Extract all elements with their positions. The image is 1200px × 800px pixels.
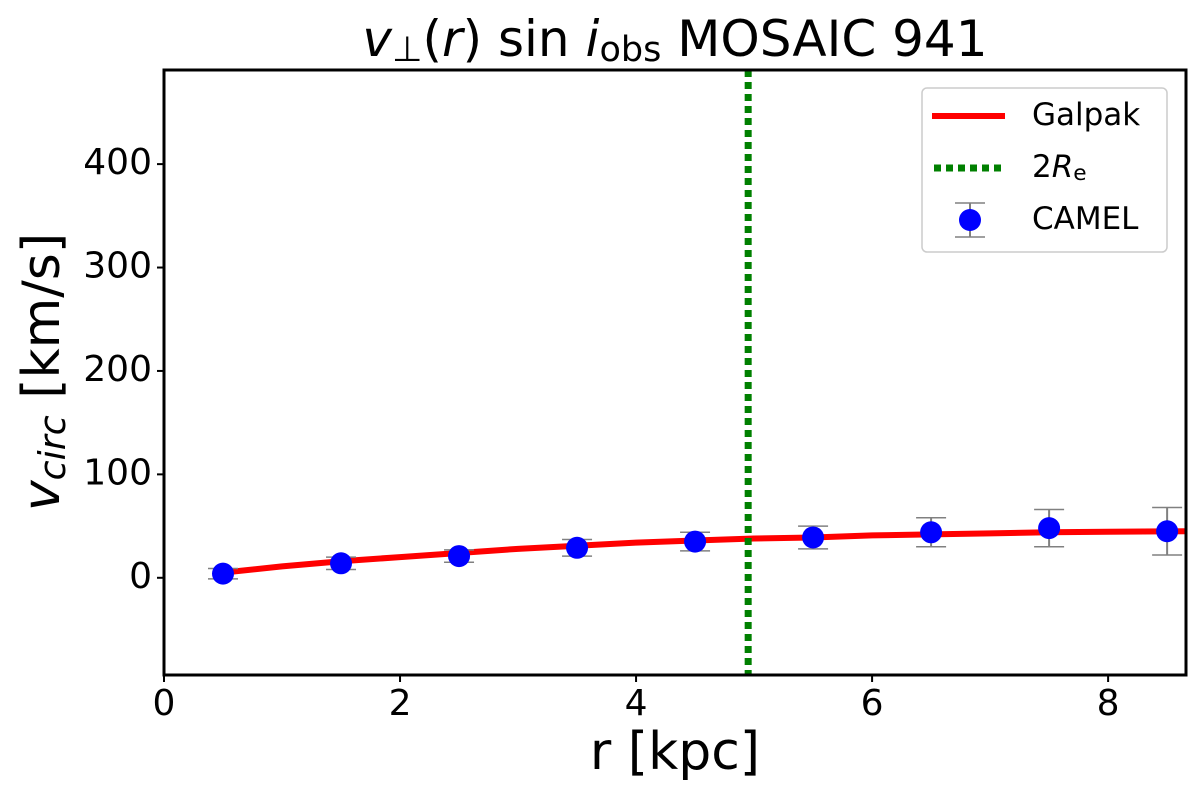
- data-point: [920, 521, 943, 544]
- y-tick-label: 200: [83, 349, 152, 390]
- text-part: circ: [31, 415, 74, 480]
- x-tick-label: 2: [389, 683, 412, 724]
- text-part: R: [1052, 149, 1074, 185]
- data-point: [1038, 517, 1061, 540]
- axes-frame: [162, 68, 1188, 677]
- y-tick-label: 100: [83, 452, 152, 493]
- x-tick-label: 8: [1097, 683, 1120, 724]
- text-part: ) sin: [463, 10, 586, 68]
- y-tick-label: 0: [129, 556, 152, 597]
- text-part: (: [423, 10, 443, 68]
- text-part: obs: [599, 30, 661, 70]
- x-tick-label: 0: [153, 683, 176, 724]
- x-axis-label: r [kpc]: [590, 722, 760, 782]
- data-point: [1156, 520, 1179, 543]
- chart-title: v⊥(r) sin iobs MOSAIC 941: [362, 10, 987, 70]
- text-part: e: [1073, 161, 1086, 186]
- x-tick-label: 6: [861, 683, 884, 724]
- y-tick-label: 300: [83, 246, 152, 287]
- text-part: CAMEL: [1032, 201, 1139, 237]
- data-point: [684, 530, 707, 553]
- text-part: r: [442, 10, 466, 68]
- y-tick-label: 400: [83, 142, 152, 183]
- text-part: i: [586, 10, 600, 68]
- text-part: v: [12, 479, 72, 511]
- text-part: [km/s]: [12, 233, 72, 415]
- text-part: r [kpc]: [590, 722, 760, 782]
- text-part: MOSAIC 941: [661, 10, 987, 68]
- data-point: [566, 536, 589, 559]
- legend-box: [921, 87, 1168, 253]
- text-part: v: [362, 10, 393, 68]
- y-axis-label: vcirc [km/s]: [12, 233, 74, 511]
- plot-area: [208, 70, 1186, 675]
- data-point: [448, 545, 471, 568]
- legend-label: CAMEL: [1032, 201, 1139, 237]
- legend-swatch: [959, 209, 981, 231]
- legend-label: Galpak: [1032, 97, 1140, 133]
- data-point: [212, 562, 235, 585]
- legend-label: 2Re: [1032, 149, 1087, 186]
- x-tick-label: 4: [625, 683, 648, 724]
- text-part: ⊥: [392, 30, 423, 70]
- text-part: Galpak: [1032, 97, 1140, 133]
- data-point: [802, 526, 825, 549]
- text-part: 2: [1032, 149, 1052, 185]
- data-point: [330, 552, 353, 575]
